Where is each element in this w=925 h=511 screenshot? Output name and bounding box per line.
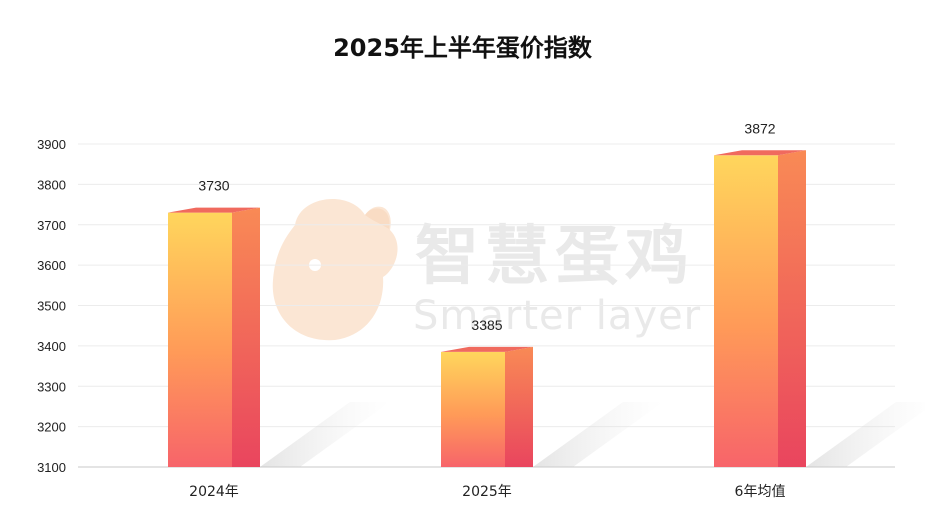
y-tick-label: 3600 [37,258,66,273]
bar-front [168,212,232,467]
watermark: 智慧蛋鸡 Smarter layer [255,185,775,350]
watermark-text-en: Smarter layer [413,293,702,339]
y-tick-label: 3500 [37,299,66,314]
y-tick-label: 3100 [37,460,66,475]
bar-shadow [533,402,663,467]
y-axis: 3100 3200 3300 3400 3500 3600 3700 3800 3900 [37,137,66,475]
bars [168,150,806,467]
bar-side [778,150,806,467]
bar [714,150,806,467]
bar-top [168,207,260,213]
bar [441,346,533,467]
bar-side [505,346,533,467]
bar-top [441,346,533,352]
x-tick-label: 2024年 [189,484,239,500]
bar-shadows [260,402,925,467]
y-tick-label: 3700 [37,218,66,233]
y-tick-label: 3900 [37,137,66,152]
data-labels: 3730 3385 3872 [198,120,775,333]
bar-front [441,351,505,467]
x-tick-label: 2025年 [462,484,512,500]
bar-top [714,150,806,156]
bar-shadow [806,402,925,467]
x-tick-label: 6年均值 [735,484,786,500]
bar [168,207,260,467]
y-tick-label: 3200 [37,420,66,435]
y-tick-label: 3800 [37,177,66,192]
data-label: 3872 [744,120,775,136]
bar-shadow [260,402,390,467]
chart-title: 2025年上半年蛋价指数 [333,34,592,62]
data-label: 3730 [198,178,229,194]
y-tick-label: 3400 [37,339,66,354]
watermark-text-cn: 智慧蛋鸡 [415,220,695,294]
data-label: 3385 [471,317,502,333]
x-axis: 2024年 2025年 6年均值 [189,484,785,500]
bar-side [232,207,260,467]
y-tick-label: 3300 [37,379,66,394]
bar-front [714,155,778,467]
